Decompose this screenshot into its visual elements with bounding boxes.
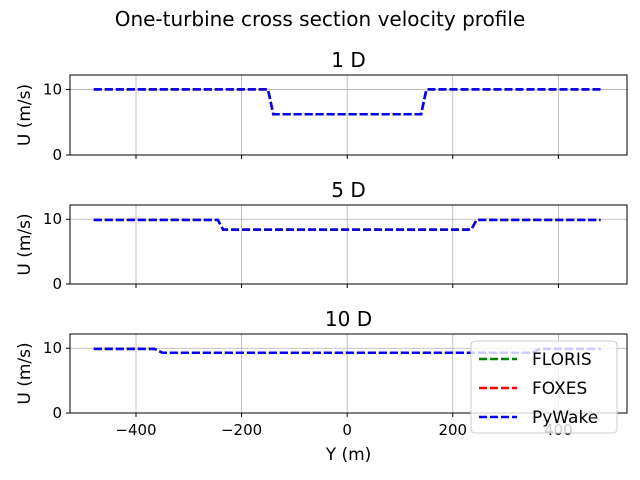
figure-title: One-turbine cross section velocity profi… [115, 7, 526, 31]
y-tick-label: 10 [43, 80, 62, 98]
panel-1: 1 D 0 10 U (m/s) [15, 48, 628, 164]
legend: FLORIS FOXES PyWake [470, 340, 618, 434]
y-tick-label: 0 [52, 404, 62, 422]
legend-label: FLORIS [532, 350, 592, 370]
x-axis-label: Y (m) [325, 445, 372, 465]
panels: 1 D 0 10 U (m/s) 5 D 0 10 U (m/s) 10 D 0 10 −400 −20… [15, 48, 628, 465]
y-axis-label: U (m/s) [15, 84, 35, 146]
axes-frame [69, 204, 628, 285]
x-tick-label: −200 [221, 421, 262, 439]
legend-box [470, 340, 618, 434]
y-axis-label: U (m/s) [15, 342, 35, 404]
panel-title: 1 D [331, 48, 365, 72]
y-tick-label: 0 [52, 146, 62, 164]
series-line-pywake [93, 218, 601, 231]
axes-frame [69, 333, 628, 414]
series-line-pywake [93, 88, 601, 116]
panel-title: 10 D [325, 307, 372, 331]
x-tick-label: 200 [438, 421, 467, 439]
y-axis-label: U (m/s) [15, 213, 35, 275]
legend-label: PyWake [532, 408, 598, 428]
x-tick-label: 0 [342, 421, 352, 439]
axes-frame [69, 74, 628, 156]
panel-title: 5 D [331, 178, 365, 202]
legend-label: FOXES [532, 379, 587, 399]
y-tick-label: 0 [52, 275, 62, 293]
y-tick-label: 10 [43, 339, 62, 357]
y-tick-label: 10 [43, 210, 62, 228]
x-tick-label: −400 [115, 421, 156, 439]
panel-2: 5 D 0 10 U (m/s) [15, 178, 628, 293]
